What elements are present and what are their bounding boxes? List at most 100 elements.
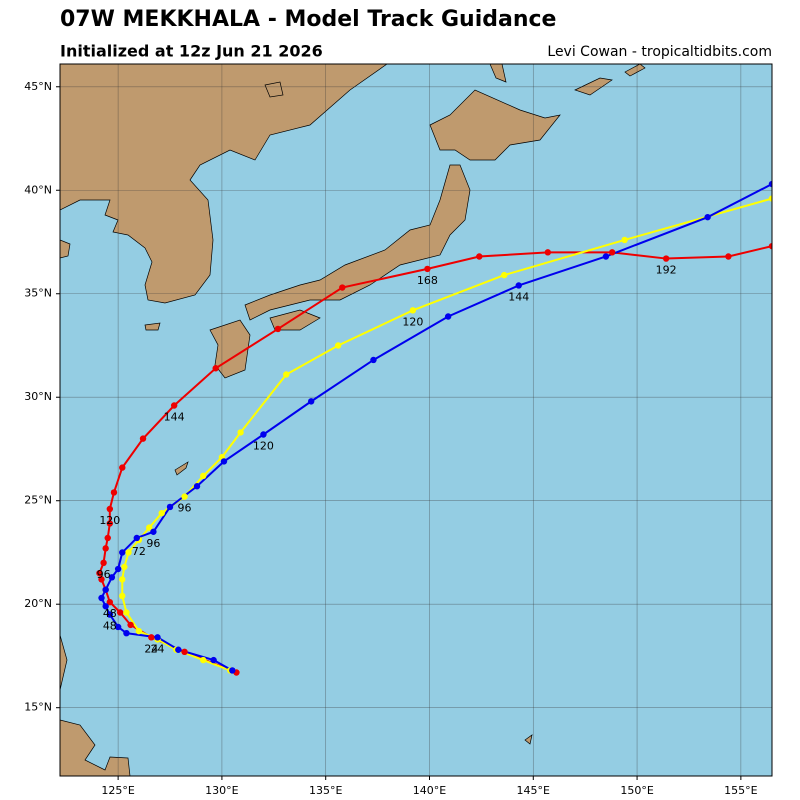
track-point: [212, 365, 219, 372]
track-point: [339, 284, 346, 291]
track-point: [175, 646, 182, 653]
x-tick-label: 135°E: [309, 784, 342, 797]
track-point: [146, 524, 153, 531]
track-line: [98, 245, 772, 674]
track-point: [106, 598, 114, 606]
track-point: [127, 621, 134, 629]
track-point: [704, 213, 711, 221]
track-point: [307, 398, 315, 405]
hour-label: 48: [103, 620, 117, 633]
hour-label: 24: [151, 642, 165, 655]
chart-title: 07W MEKKHALA - Model Track Guidance: [60, 7, 556, 32]
track-point: [119, 592, 126, 600]
hour-label: 96: [97, 568, 111, 581]
track-point: [98, 594, 105, 602]
track-point: [121, 563, 128, 571]
track-point: [409, 307, 417, 314]
track-point: [116, 609, 124, 616]
y-tick-label: 30°N: [24, 390, 52, 403]
y-tick-label: 25°N: [24, 494, 52, 507]
track-point: [424, 265, 431, 273]
y-tick-label: 40°N: [24, 183, 52, 196]
hour-label: 24: [144, 642, 158, 655]
track-point: [210, 656, 217, 664]
hour-label: 144: [508, 290, 529, 303]
track-point: [334, 342, 342, 349]
track-point: [768, 195, 772, 202]
hour-label: 192: [656, 264, 677, 277]
track-point: [104, 534, 111, 542]
frame: [59, 63, 773, 777]
land: [60, 64, 646, 776]
track-point: [158, 509, 165, 517]
track-point: [98, 576, 105, 583]
track-point: [119, 576, 126, 583]
track-point: [110, 489, 118, 496]
track-point: [181, 493, 188, 500]
track-point: [274, 325, 282, 333]
track-point: [237, 429, 244, 436]
track-point: [602, 253, 610, 260]
hour-label: 168: [417, 274, 438, 287]
track-point: [200, 472, 207, 480]
track-point: [106, 611, 114, 618]
track-point: [608, 249, 616, 256]
x-tick-label: 140°E: [413, 784, 446, 797]
y-tick-label: 35°N: [24, 287, 52, 300]
track-point: [200, 656, 207, 664]
track-point: [123, 629, 130, 637]
track-point: [370, 356, 377, 364]
track-point: [229, 667, 236, 674]
track-point: [725, 253, 732, 260]
track-point: [662, 255, 670, 262]
track-point: [544, 249, 552, 256]
track-point: [135, 627, 143, 635]
track-point: [102, 586, 109, 593]
x-tick-label: 150°E: [620, 784, 653, 797]
track-point: [181, 648, 188, 656]
x-tick-label: 125°E: [101, 784, 134, 797]
hour-label: 120: [253, 439, 274, 452]
track-point: [100, 559, 107, 567]
track-point: [501, 271, 508, 279]
hour-label: 72: [132, 545, 146, 558]
track-point: [123, 609, 130, 616]
track-point: [166, 503, 174, 511]
track-point: [139, 435, 147, 442]
hour-label: 96: [178, 502, 192, 515]
track-point: [119, 549, 126, 556]
track-point: [125, 549, 132, 556]
x-tick-label: 145°E: [517, 784, 550, 797]
track-point: [106, 505, 114, 513]
track-point: [260, 431, 267, 438]
track-point: [150, 528, 157, 535]
y-tick-label: 15°N: [24, 701, 52, 714]
y-tick-label: 20°N: [24, 597, 52, 610]
track-point: [283, 371, 290, 378]
track-point: [444, 313, 452, 320]
chart-subtitle: Initialized at 12z Jun 21 2026: [60, 42, 323, 61]
y-tick-label: 45°N: [24, 80, 52, 93]
hour-label: 144: [164, 411, 185, 424]
x-tick-label: 155°E: [724, 784, 757, 797]
track-point: [170, 402, 178, 409]
credit: Levi Cowan - tropicaltidbits.com: [547, 44, 772, 60]
track-point: [133, 534, 141, 542]
track-point: [102, 603, 109, 610]
track-point: [102, 545, 109, 552]
track-point: [114, 565, 122, 573]
track-point: [96, 569, 103, 577]
track-point: [621, 236, 628, 244]
track-point: [768, 180, 772, 188]
x-tick-label: 130°E: [205, 784, 238, 797]
track-point: [515, 282, 522, 289]
track-point: [119, 464, 126, 471]
track-point: [476, 253, 483, 260]
track-point: [148, 634, 155, 641]
track-point: [768, 242, 772, 250]
track-point: [220, 458, 228, 465]
hour-label: 48: [103, 607, 117, 620]
hour-label: 120: [402, 315, 423, 328]
